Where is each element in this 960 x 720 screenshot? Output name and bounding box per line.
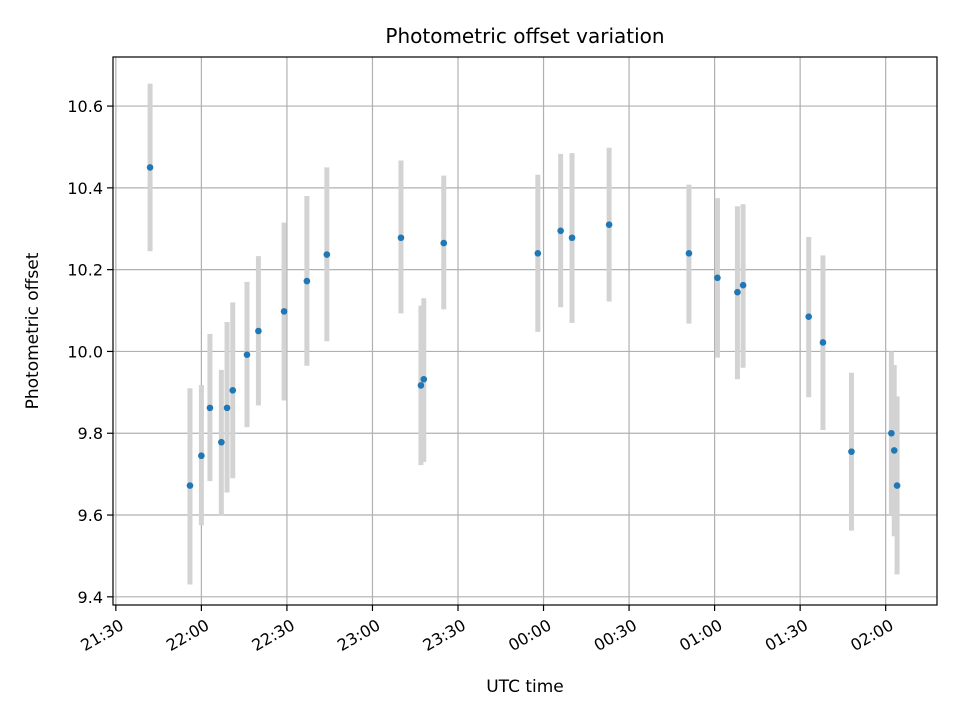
data-points	[146, 164, 901, 489]
data-point	[893, 482, 901, 489]
y-tick-label: 9.4	[78, 588, 103, 607]
grid	[113, 57, 937, 605]
data-point	[280, 308, 288, 315]
data-point	[397, 234, 405, 242]
data-point	[568, 234, 576, 242]
y-axis-label: Photometric offset	[23, 252, 43, 409]
data-point	[417, 382, 425, 389]
data-point	[303, 277, 311, 285]
data-point	[605, 221, 613, 228]
chart-title: Photometric offset variation	[385, 24, 664, 48]
y-tick-label: 10.0	[67, 342, 103, 361]
data-point	[255, 327, 262, 335]
data-point	[243, 351, 251, 359]
data-point	[734, 288, 741, 296]
data-point	[714, 274, 721, 282]
y-tick-label: 10.6	[67, 97, 103, 116]
data-point	[819, 339, 827, 346]
y-tick-label: 9.8	[78, 424, 103, 443]
x-axis-label: UTC time	[486, 677, 564, 697]
data-point	[146, 164, 154, 171]
y-tick-label: 10.2	[67, 261, 103, 280]
data-point	[186, 482, 194, 489]
data-point	[206, 404, 214, 412]
data-point	[218, 438, 225, 446]
data-point	[440, 239, 448, 247]
data-point	[420, 375, 428, 383]
data-point	[557, 227, 564, 235]
data-point	[534, 249, 542, 257]
plot-frame	[112, 56, 938, 606]
data-point	[848, 448, 855, 455]
data-point	[739, 281, 747, 289]
data-point	[223, 404, 231, 412]
data-point	[198, 452, 205, 460]
data-point	[685, 249, 693, 257]
data-point	[890, 447, 898, 454]
data-point	[805, 313, 812, 320]
y-tick-label: 9.6	[78, 506, 103, 525]
y-tick-label: 10.4	[67, 179, 103, 198]
data-point	[323, 251, 331, 258]
data-point	[888, 429, 895, 437]
data-point	[229, 386, 237, 394]
